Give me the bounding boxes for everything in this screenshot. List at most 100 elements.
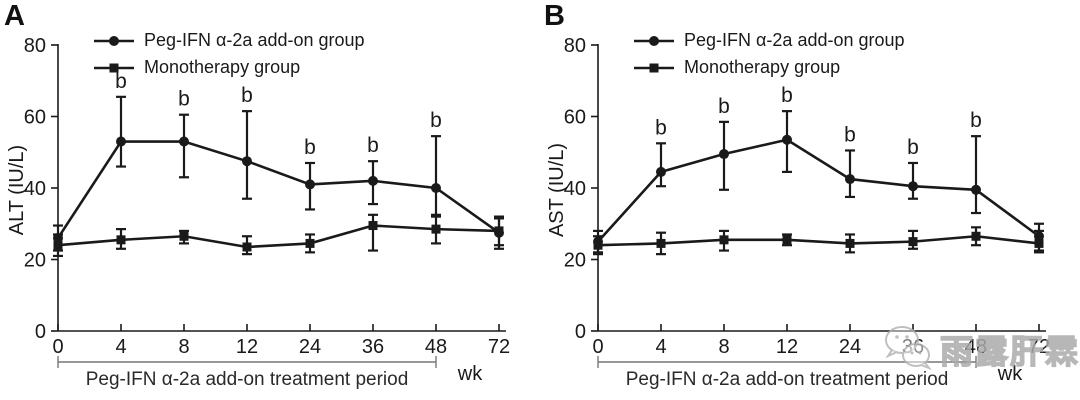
data-point-marker [656,238,666,248]
y-tick-label: 20 [564,250,586,272]
treatment-period-label-b: Peg-IFN α-2a add-on treatment period [625,369,949,390]
y-tick-label: 60 [24,107,46,129]
legend-panel-b: Peg-IFN α-2a add-on group Monotherapy gr… [632,27,905,81]
alt-y-axis-label: ALT (IU/L) [6,144,28,236]
x-tick-label: 4 [115,336,126,358]
series-line [597,234,1040,247]
data-point-marker [431,183,441,193]
data-point-marker [179,231,189,241]
panel-b-letter: B [544,0,565,32]
x-tick-label: 48 [965,336,987,358]
x-tick-label: 72 [1028,336,1050,358]
panel-a: A 0 20 40 60 80 0 4 8 12 24 36 48 72 b b b b b b ALT (IU/L… [4,0,510,390]
data-point-marker [368,175,378,186]
legend-item-addon: Peg-IFN α-2a add-on group [632,27,905,54]
x-tick-label: 24 [839,336,861,358]
x-tick-label: 4 [655,336,666,358]
sig-label: b [718,95,730,118]
data-point-marker [845,238,855,248]
x-tick-label: 12 [236,336,258,358]
data-point-marker [494,226,504,236]
sig-label: b [430,109,442,132]
square-marker-icon [634,63,674,72]
square-marker-icon [94,63,134,72]
data-point-marker [908,181,918,192]
x-tick-label: 0 [592,336,603,358]
x-tick-label: 8 [178,336,189,358]
axes [51,44,506,332]
x-tick-label: 8 [718,336,729,358]
y-tick-label: 0 [35,321,46,343]
sig-label: b [907,136,919,159]
data-point-marker [656,166,666,177]
error-bars [53,95,504,252]
y-tick-label: 0 [575,321,586,343]
data-point-marker [305,179,315,190]
sig-label: b [970,109,982,132]
sig-label: b [844,123,856,146]
legend-label-addon: Peg-IFN α-2a add-on group [684,30,905,50]
x-tick-label: 48 [425,336,447,358]
y-tick-label: 40 [564,178,586,200]
x-tick-label: 36 [902,336,924,358]
x-tick-label: 0 [52,336,63,358]
legend-label-addon: Peg-IFN α-2a add-on group [144,30,365,50]
significance-labels: b b b b b b [655,84,982,159]
sig-label: b [367,134,379,157]
y-tick-label: 20 [24,250,46,272]
data-point-marker [116,136,126,147]
legend-label-monotherapy: Monotherapy group [684,57,841,77]
legend-panel-a: Peg-IFN α-2a add-on group Monotherapy gr… [92,27,365,81]
sig-label: b [304,136,316,159]
circle-marker-icon [94,35,134,46]
data-point-marker [908,237,918,247]
panel-b: B 0 20 40 60 80 0 4 8 12 24 36 48 72 b b b b b b AST (IU/L… [540,0,1080,400]
ast-y-axis-label: AST (IU/L) [546,142,568,238]
circle-marker-icon [634,35,674,46]
legend-item-addon: Peg-IFN α-2a add-on group [92,27,365,54]
y-tick-label: 80 [564,35,586,57]
data-point-marker [116,235,126,245]
data-point-marker [782,235,792,245]
data-point-marker [971,231,981,241]
y-tick-label: 80 [24,35,46,57]
data-point-marker [179,136,189,147]
x-tick-label: 12 [776,336,798,358]
data-point-marker [845,174,855,185]
treatment-period-label-a: Peg-IFN α-2a add-on treatment period [85,369,409,390]
legend-item-monotherapy: Monotherapy group [92,54,365,81]
data-point-marker [719,149,729,160]
y-tick-label: 40 [24,178,46,200]
legend-item-monotherapy: Monotherapy group [632,54,905,81]
x-axis-unit-a: wk [457,363,483,385]
sig-label: b [781,84,793,107]
series-square [593,226,1044,256]
data-point-marker [305,238,315,248]
series-line [56,140,500,239]
data-point-marker [431,224,441,234]
data-point-marker [782,134,792,145]
sig-label: b [241,84,253,107]
sig-label: b [178,88,190,111]
data-point-marker [242,242,252,252]
data-point-marker [368,221,378,231]
data-point-marker [719,235,729,245]
sig-label: b [655,116,667,139]
data-point-marker [593,240,603,250]
sig-label: b [115,70,127,93]
series-circle [53,95,504,252]
series-line [57,224,500,249]
panel-a-letter: A [4,0,25,32]
x-tick-label: 72 [488,336,510,358]
data-point-marker [971,184,981,195]
data-point-marker [242,156,252,167]
axes [591,44,1046,332]
x-tick-label: 36 [362,336,384,358]
x-axis-unit-b: wk [997,363,1023,385]
series-line [597,138,1040,243]
significance-labels: b b b b b b [115,70,442,159]
